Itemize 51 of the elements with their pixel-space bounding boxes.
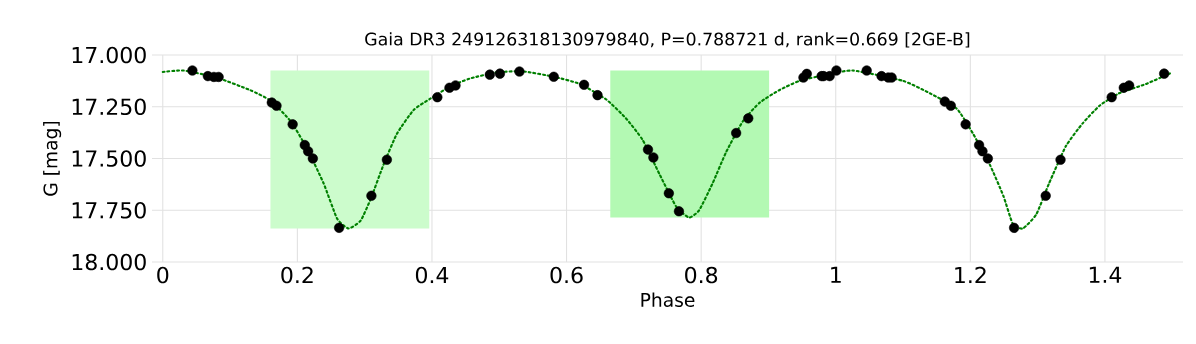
- point: [514, 66, 525, 77]
- point: [960, 119, 971, 130]
- point: [731, 127, 742, 139]
- point: [592, 90, 603, 101]
- x-tick-label: 0.8: [685, 266, 718, 284]
- point: [366, 190, 377, 201]
- point: [1106, 92, 1117, 103]
- point: [1055, 154, 1066, 165]
- x-tick-label: 0: [157, 266, 169, 284]
- point: [1040, 190, 1051, 201]
- point: [271, 100, 282, 111]
- x-tick-label: 0.4: [415, 266, 449, 284]
- point: [648, 152, 659, 163]
- y-tick-label: 17.750: [72, 201, 146, 219]
- point: [663, 188, 674, 199]
- x-axis-title: Phase: [641, 292, 695, 307]
- point: [945, 100, 956, 111]
- y-tick-label: 17.250: [72, 98, 146, 116]
- point: [303, 146, 314, 157]
- point: [1124, 80, 1135, 91]
- point: [982, 153, 993, 164]
- point: [381, 154, 392, 165]
- point: [450, 80, 461, 91]
- y-tick-label: 18.000: [72, 253, 146, 271]
- point: [548, 71, 559, 82]
- chart-title: Gaia DR3 249126318130979840, P=0.788721 d, rank=0.669 [2GE-B]: [365, 32, 970, 48]
- point: [578, 79, 590, 90]
- point: [977, 146, 988, 157]
- point: [287, 119, 298, 130]
- point: [1009, 222, 1020, 233]
- point: [861, 65, 872, 76]
- point: [673, 206, 685, 217]
- y-tick-label: 17.500: [72, 150, 146, 167]
- x-tick-label: 1: [831, 266, 841, 283]
- x-tick-label: 1.2: [955, 266, 986, 284]
- point: [307, 153, 318, 164]
- point: [1159, 68, 1170, 79]
- point: [831, 65, 842, 76]
- y-axis-title: G [mag]: [43, 121, 62, 196]
- x-tick-label: 0.6: [550, 266, 583, 284]
- point: [432, 92, 443, 103]
- x-tick-label: 1.4: [1089, 266, 1122, 283]
- point: [801, 68, 812, 79]
- point: [334, 222, 345, 233]
- y-tick-label: 17.000: [72, 46, 146, 64]
- point: [743, 113, 754, 124]
- point: [187, 65, 198, 76]
- point: [642, 144, 654, 155]
- point: [484, 69, 495, 80]
- x-tick-label: 0.2: [281, 266, 313, 284]
- point: [494, 68, 506, 79]
